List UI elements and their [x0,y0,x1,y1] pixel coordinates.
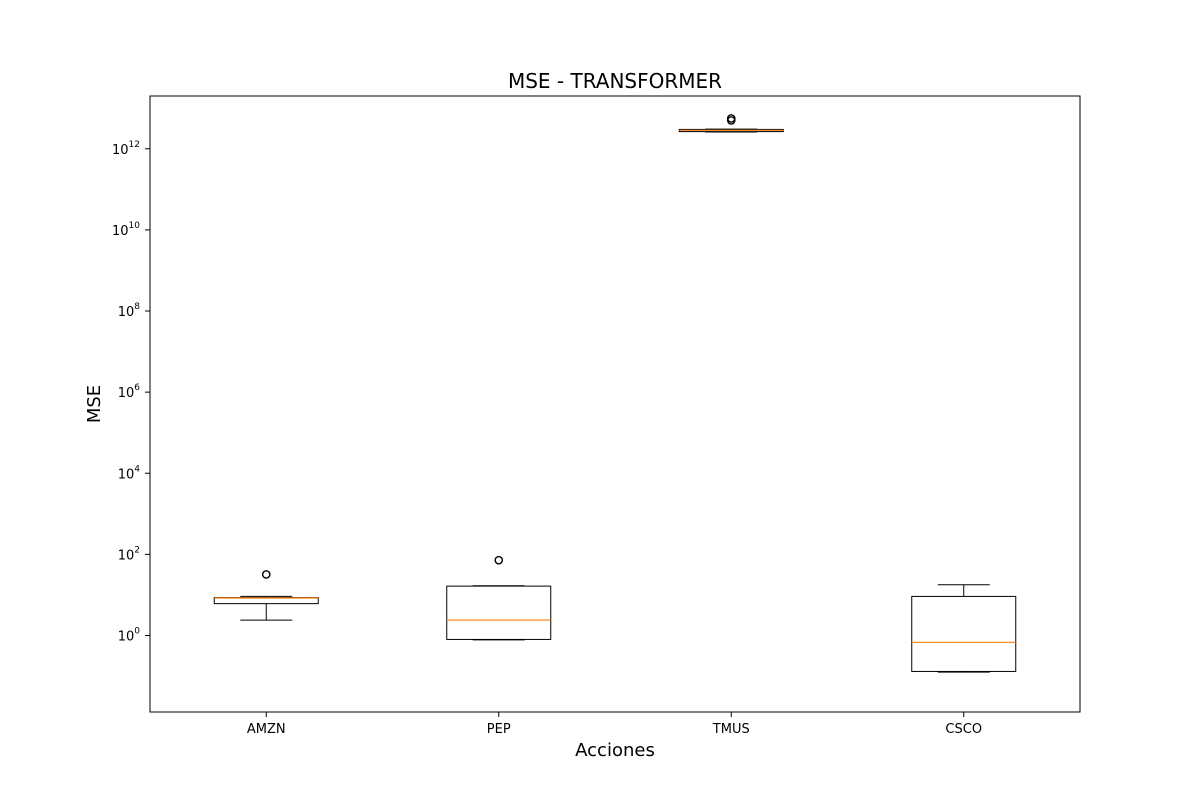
box-series [213,114,1017,673]
x-tick-label: AMZN [247,722,286,737]
y-tick-label: 100 [118,627,141,645]
x-tick-label: PEP [487,722,511,737]
y-tick-label: 1010 [112,221,140,239]
box-amzn [213,570,319,621]
y-tick-label: 102 [118,545,140,563]
x-tick-label: TMUS [712,722,750,737]
y-axis-label: MSE [84,385,105,423]
outlier-point [261,570,271,579]
box-pep [446,555,552,641]
y-axis: 100 102 104 106 108 1010 1012 [112,140,150,645]
y-tick-label: 108 [118,302,141,320]
y-tick-label: 104 [118,464,141,482]
box-iqr [911,595,1017,672]
outlier-point [494,555,504,565]
x-axis: AMZN PEP TMUS CSCO [247,712,982,737]
x-tick-label: CSCO [945,722,982,737]
box-csco [911,584,1017,673]
plot-area [149,95,1081,713]
outlier-point [726,114,736,123]
box-iqr [446,585,552,640]
box-tmus [678,114,784,133]
y-tick-label: 1012 [112,140,140,158]
chart-title: MSE - TRANSFORMER [508,69,722,93]
y-tick-label: 106 [118,383,141,401]
x-axis-label: Acciones [575,740,655,761]
